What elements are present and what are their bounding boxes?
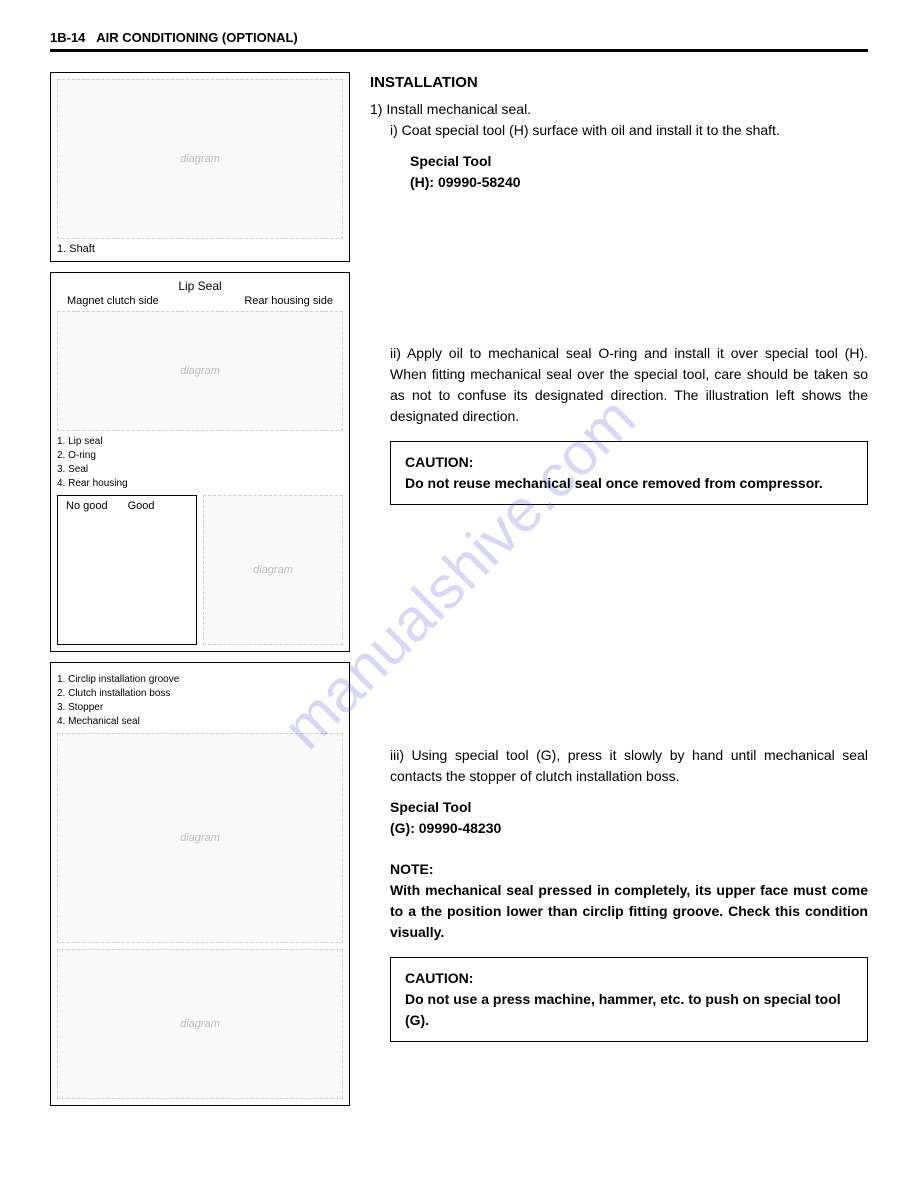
figure-3a-image: diagram — [57, 733, 343, 943]
legend-item: 2. Clutch installation boss — [57, 687, 343, 701]
figure-1-image: diagram — [57, 79, 343, 239]
special-tool-g: Special Tool (G): 09990-48230 — [370, 797, 868, 839]
step-1: 1) Install mechanical seal. — [370, 99, 868, 120]
installation-title: INSTALLATION — [370, 72, 868, 95]
legend-item: 3. Stopper — [57, 701, 343, 715]
step-1-ii: ii) Apply oil to mechanical seal O-ring … — [370, 343, 868, 427]
instructions-column: INSTALLATION 1) Install mechanical seal.… — [370, 72, 868, 1116]
caution-title: CAUTION: — [405, 968, 853, 989]
note-text: With mechanical seal pressed in complete… — [390, 880, 868, 943]
note-block: NOTE: With mechanical seal pressed in co… — [370, 859, 868, 943]
legend-item: 2. O-ring — [57, 449, 343, 463]
tool-code: (H): 09990-58240 — [410, 172, 868, 193]
caution-box-1: CAUTION: Do not reuse mechanical seal on… — [390, 441, 868, 505]
caution-text: Do not use a press machine, hammer, etc.… — [405, 989, 853, 1031]
legend-item: 1. Circlip installation groove — [57, 673, 343, 687]
note-title: NOTE: — [390, 859, 868, 880]
label-nogood: No good — [66, 500, 108, 512]
tool-label: Special Tool — [410, 151, 868, 172]
figure-2-title: Lip Seal — [57, 279, 343, 293]
page-number: 1B-14 — [50, 30, 85, 45]
figure-2b-image: diagram — [203, 495, 343, 645]
tool-code: (G): 09990-48230 — [390, 818, 868, 839]
figure-2-right-label: Rear housing side — [244, 295, 333, 307]
legend-item: 3. Seal — [57, 463, 343, 477]
caution-text: Do not reuse mechanical seal once remove… — [405, 473, 853, 494]
figure-2a-image: diagram — [57, 311, 343, 431]
figure-1: diagram 1. Shaft — [50, 72, 350, 262]
figure-1-caption: 1. Shaft — [57, 243, 343, 255]
special-tool-h: Special Tool (H): 09990-58240 — [370, 151, 868, 193]
figures-column: diagram 1. Shaft Lip Seal Magnet clutch … — [50, 72, 350, 1116]
legend-item: 4. Mechanical seal — [57, 715, 343, 729]
tool-label: Special Tool — [390, 797, 868, 818]
figure-3: 1. Circlip installation groove 2. Clutch… — [50, 662, 350, 1106]
section-name: AIR CONDITIONING (OPTIONAL) — [96, 30, 298, 45]
figure-2-nogood-box: No good Good — [57, 495, 197, 645]
label-good: Good — [128, 500, 155, 512]
figure-2: Lip Seal Magnet clutch side Rear housing… — [50, 272, 350, 652]
legend-item: 4. Rear housing — [57, 477, 343, 491]
page-header: 1B-14 AIR CONDITIONING (OPTIONAL) — [50, 30, 868, 52]
figure-3b-image: diagram — [57, 949, 343, 1099]
caution-title: CAUTION: — [405, 452, 853, 473]
caution-box-2: CAUTION: Do not use a press machine, ham… — [390, 957, 868, 1042]
step-1-iii: iii) Using special tool (G), press it sl… — [370, 745, 868, 787]
step-1-i: i) Coat special tool (H) surface with oi… — [370, 120, 868, 141]
figure-3-legend: 1. Circlip installation groove 2. Clutch… — [57, 673, 343, 729]
legend-item: 1. Lip seal — [57, 435, 343, 449]
figure-2-legend: 1. Lip seal 2. O-ring 3. Seal 4. Rear ho… — [57, 435, 343, 491]
figure-2-left-label: Magnet clutch side — [67, 295, 159, 307]
